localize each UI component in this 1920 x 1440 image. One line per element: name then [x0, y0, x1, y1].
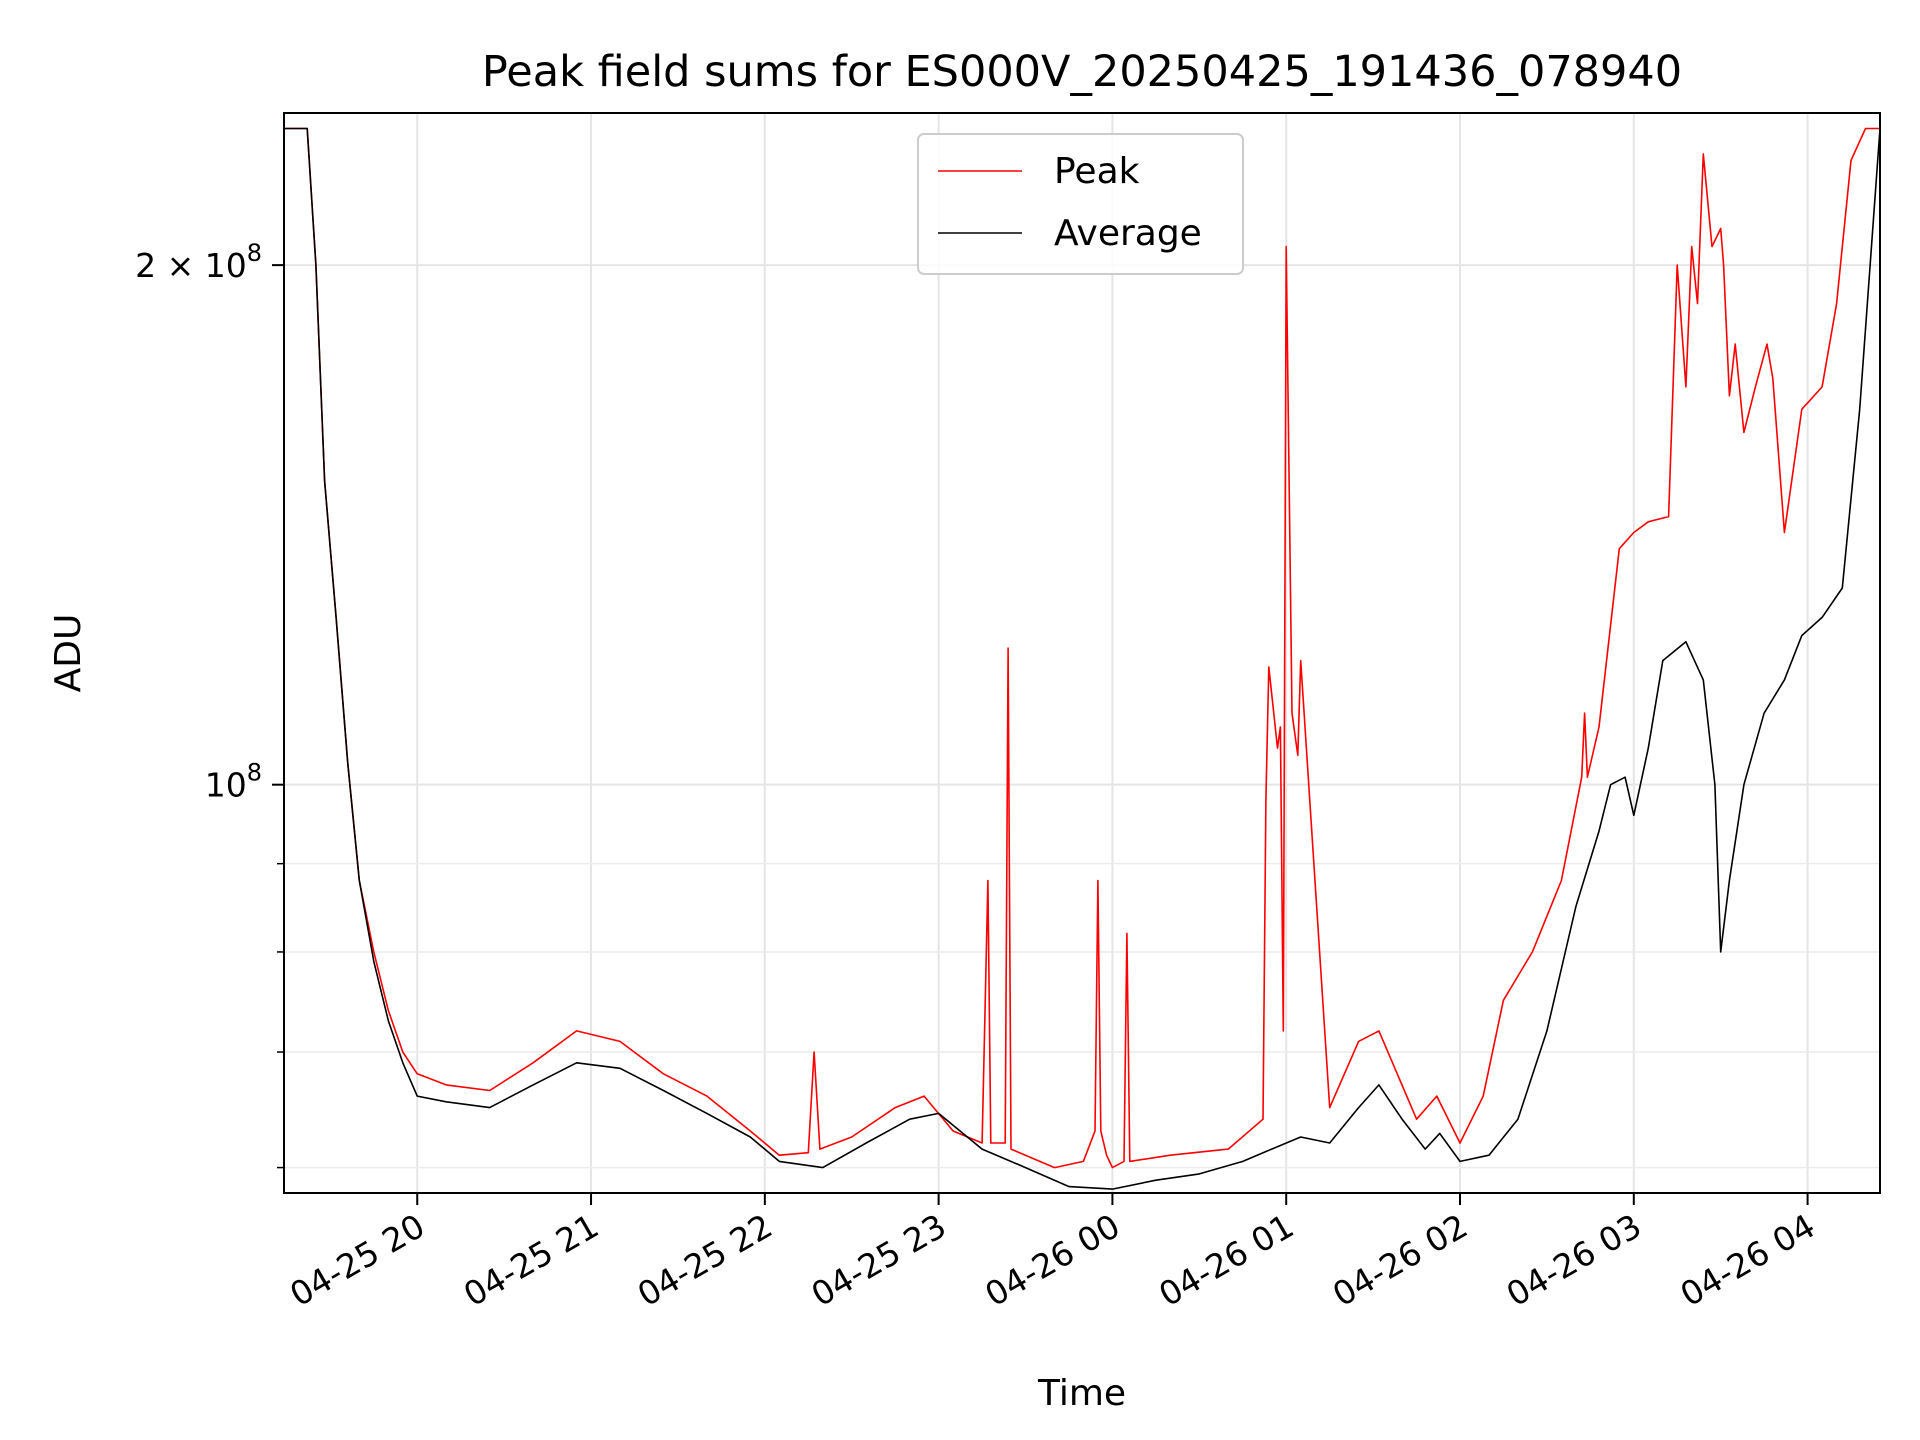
series-line-peak: [284, 127, 1880, 1169]
plot-frame: [283, 112, 1881, 1194]
chart-title: Peak field sums for ES000V_20250425_1914…: [482, 47, 1682, 97]
legend-label-peak: Peak: [1054, 151, 1140, 192]
series-layer: [284, 127, 1881, 1190]
series-line-average: [284, 127, 1881, 1190]
x-axis-title: Time: [1037, 1373, 1126, 1414]
legend: Peak Average: [917, 133, 1244, 275]
y-axis-title: ADU: [48, 614, 89, 693]
y-tick-label: 108: [205, 759, 262, 805]
y-axis: 108 2 × 108: [135, 239, 284, 1169]
legend-label-average: Average: [1054, 213, 1202, 254]
y-tick-label: 2 × 108: [135, 239, 262, 285]
legend-box: [917, 133, 1244, 275]
